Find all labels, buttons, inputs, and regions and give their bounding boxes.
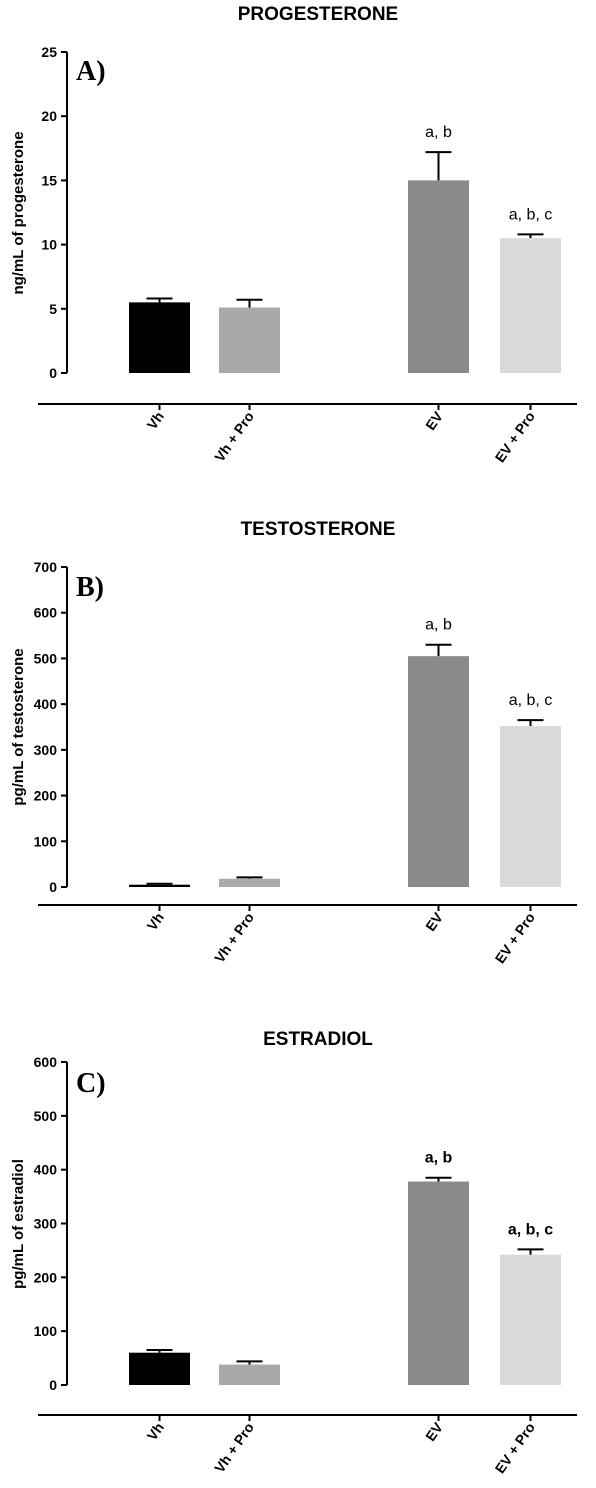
y-axis-label: pg/mL of estradiol <box>10 1159 27 1289</box>
y-tick-label: 5 <box>49 301 57 317</box>
panel-label: A) <box>76 56 106 87</box>
panel-c: ESTRADIOL C) 0 100 200 300 400 500 600 pg/mL of e… <box>10 1029 577 1476</box>
significance-annotation: a, b <box>425 617 452 634</box>
x-tick-label: EV + Pro <box>492 910 538 967</box>
y-tick-label: 500 <box>34 1108 58 1124</box>
y-tick-label: 100 <box>34 833 58 849</box>
bar-ev <box>408 656 469 887</box>
bar-vh-pro <box>219 307 280 373</box>
bar-ev-pro <box>500 238 561 373</box>
x-tick-label: Vh <box>144 409 167 433</box>
y-tick-label: 20 <box>41 108 57 124</box>
y-tick-label: 15 <box>41 172 57 188</box>
bar-vh-pro <box>219 878 280 887</box>
y-tick-label: 10 <box>41 237 57 253</box>
significance-annotation: a, b, c <box>509 692 553 709</box>
y-tick-label: 600 <box>34 1054 58 1070</box>
bar-ev-pro <box>500 726 561 887</box>
y-tick-label: 0 <box>49 879 57 895</box>
x-tick-label: Vh + Pro <box>211 910 257 966</box>
y-tick-label: 400 <box>34 1162 58 1178</box>
panel-label: C) <box>76 1068 106 1099</box>
bar-vh <box>129 302 190 373</box>
y-axis-label: pg/mL of testosterone <box>10 648 27 805</box>
x-tick-label: Vh + Pro <box>211 409 257 465</box>
y-tick-label: 100 <box>34 1323 58 1339</box>
y-tick-label: 300 <box>34 1216 58 1232</box>
y-tick-label: 0 <box>49 1377 57 1393</box>
bar-vh-pro <box>219 1364 280 1385</box>
y-tick-label: 25 <box>41 44 57 60</box>
panel-label: B) <box>76 572 104 603</box>
significance-annotation: a, b, c <box>508 1221 553 1238</box>
x-tick-label: EV <box>422 408 446 433</box>
y-tick-label: 200 <box>34 1269 58 1285</box>
chart-title: PROGESTERONE <box>238 4 398 25</box>
chart-title: TESTOSTERONE <box>241 519 396 540</box>
chart-title: ESTRADIOL <box>263 1029 373 1050</box>
y-tick-label: 300 <box>34 742 58 758</box>
x-tick-label: Vh <box>144 910 167 934</box>
panel-b: TESTOSTERONE B) 0 100 200 300 400 500 600 700 pg/m… <box>10 519 577 966</box>
panel-a: PROGESTERONE A) 0 5 10 15 20 25 ng/mL of progest… <box>10 4 577 465</box>
bar-ev <box>408 180 469 373</box>
bar-ev-pro <box>500 1254 561 1385</box>
y-tick-label: 400 <box>34 696 58 712</box>
bar-vh <box>129 884 190 887</box>
y-tick-label: 700 <box>34 559 58 575</box>
y-axis-label: ng/mL of progesterone <box>10 131 27 294</box>
x-tick-label: EV <box>422 1419 446 1444</box>
y-tick-label: 0 <box>49 365 57 381</box>
y-tick-label: 200 <box>34 788 58 804</box>
x-tick-label: EV + Pro <box>492 1420 538 1477</box>
significance-annotation: a, b, c <box>509 206 553 223</box>
x-tick-label: EV + Pro <box>492 409 538 466</box>
y-tick-label: 500 <box>34 650 58 666</box>
bar-vh <box>129 1352 190 1385</box>
y-tick-label: 600 <box>34 605 58 621</box>
x-tick-label: EV <box>422 909 446 934</box>
significance-annotation: a, b <box>425 124 452 141</box>
bar-ev <box>408 1181 469 1385</box>
x-tick-label: Vh + Pro <box>211 1420 257 1476</box>
x-tick-label: Vh <box>144 1420 167 1444</box>
significance-annotation: a, b <box>425 1150 453 1167</box>
